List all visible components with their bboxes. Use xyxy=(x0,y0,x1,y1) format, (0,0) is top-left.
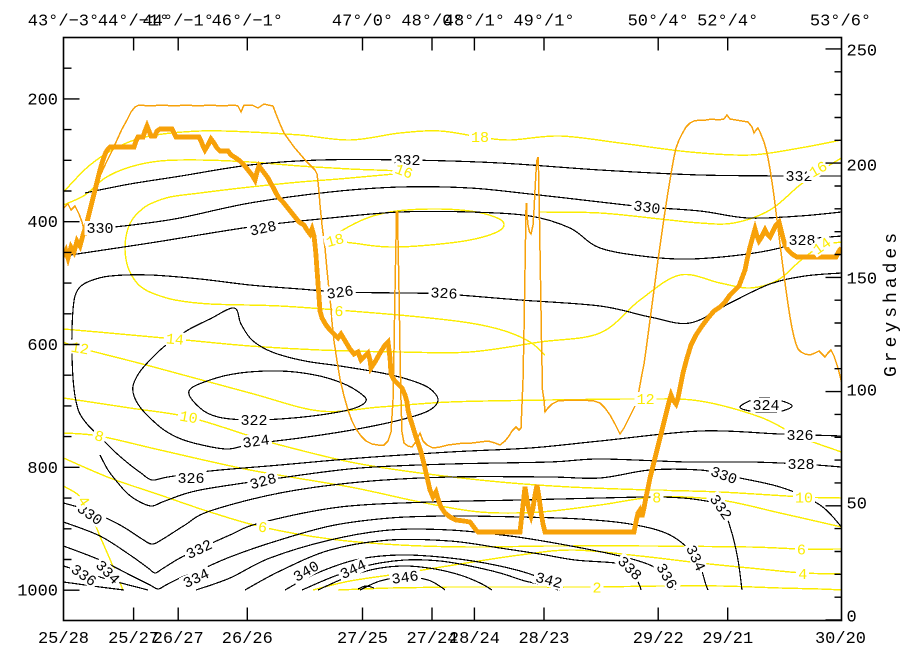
svg-text:8: 8 xyxy=(92,428,105,447)
svg-text:49°/1°: 49°/1° xyxy=(513,13,574,32)
svg-text:26/27: 26/27 xyxy=(153,630,204,649)
svg-text:328: 328 xyxy=(788,233,815,250)
svg-text:326: 326 xyxy=(326,283,355,304)
svg-text:10: 10 xyxy=(178,409,199,429)
svg-text:50: 50 xyxy=(847,496,867,515)
svg-text:346: 346 xyxy=(391,568,420,589)
svg-text:47°/0°: 47°/0° xyxy=(332,13,393,32)
svg-text:29/22: 29/22 xyxy=(633,630,684,649)
svg-text:326: 326 xyxy=(430,285,458,303)
svg-text:43°/−3°: 43°/−3° xyxy=(28,13,99,32)
svg-text:28/24: 28/24 xyxy=(449,630,500,649)
svg-text:18: 18 xyxy=(471,130,489,147)
svg-text:330: 330 xyxy=(632,198,661,219)
svg-text:48°/0°: 48°/0° xyxy=(401,13,462,32)
svg-text:328: 328 xyxy=(248,471,278,494)
svg-text:330: 330 xyxy=(86,221,113,238)
svg-text:342: 342 xyxy=(533,570,563,593)
svg-text:25/28: 25/28 xyxy=(38,630,89,649)
svg-text:0: 0 xyxy=(847,609,857,628)
svg-text:322: 322 xyxy=(240,413,267,430)
svg-text:150: 150 xyxy=(847,271,878,290)
svg-text:53°/6°: 53°/6° xyxy=(810,13,871,32)
svg-text:46°/−1°: 46°/−1° xyxy=(212,13,283,32)
svg-text:1000: 1000 xyxy=(17,583,58,602)
svg-text:16: 16 xyxy=(807,158,831,182)
svg-text:400: 400 xyxy=(27,214,58,233)
svg-text:29/21: 29/21 xyxy=(702,630,753,649)
svg-text:100: 100 xyxy=(847,383,878,402)
svg-text:200: 200 xyxy=(847,158,878,177)
svg-text:48°/1°: 48°/1° xyxy=(444,13,505,32)
svg-text:28/23: 28/23 xyxy=(518,630,569,649)
svg-text:Greyshades: Greyshades xyxy=(882,229,902,377)
svg-text:8: 8 xyxy=(652,491,661,508)
svg-text:600: 600 xyxy=(27,337,58,356)
svg-text:26/26: 26/26 xyxy=(222,630,273,649)
svg-text:18: 18 xyxy=(324,231,346,252)
svg-text:30/20: 30/20 xyxy=(815,630,866,649)
svg-text:50°/4°: 50°/4° xyxy=(628,13,689,32)
svg-text:6: 6 xyxy=(334,304,344,321)
svg-text:44°/−1°: 44°/−1° xyxy=(98,13,169,32)
svg-text:6: 6 xyxy=(257,519,269,537)
svg-text:16: 16 xyxy=(392,161,415,183)
svg-text:324: 324 xyxy=(752,398,779,415)
svg-text:250: 250 xyxy=(847,43,878,62)
svg-text:326: 326 xyxy=(177,471,204,488)
svg-text:332: 332 xyxy=(785,169,812,186)
svg-text:12: 12 xyxy=(69,340,90,360)
svg-text:200: 200 xyxy=(27,91,58,110)
svg-text:44°/−1°: 44°/−1° xyxy=(142,13,213,32)
svg-text:12: 12 xyxy=(637,392,655,409)
svg-text:328: 328 xyxy=(248,218,278,240)
svg-text:328: 328 xyxy=(787,457,814,474)
svg-text:52°/4°: 52°/4° xyxy=(697,13,758,32)
svg-text:4: 4 xyxy=(798,567,807,584)
svg-text:2: 2 xyxy=(592,581,601,598)
svg-text:27/24: 27/24 xyxy=(406,630,457,649)
svg-text:6: 6 xyxy=(797,542,806,559)
svg-text:27/25: 27/25 xyxy=(337,630,388,649)
svg-text:14: 14 xyxy=(165,331,184,350)
svg-text:25/27: 25/27 xyxy=(108,630,159,649)
svg-text:324: 324 xyxy=(242,432,271,453)
svg-text:10: 10 xyxy=(795,491,813,508)
svg-text:800: 800 xyxy=(27,460,58,479)
svg-text:326: 326 xyxy=(786,428,813,445)
